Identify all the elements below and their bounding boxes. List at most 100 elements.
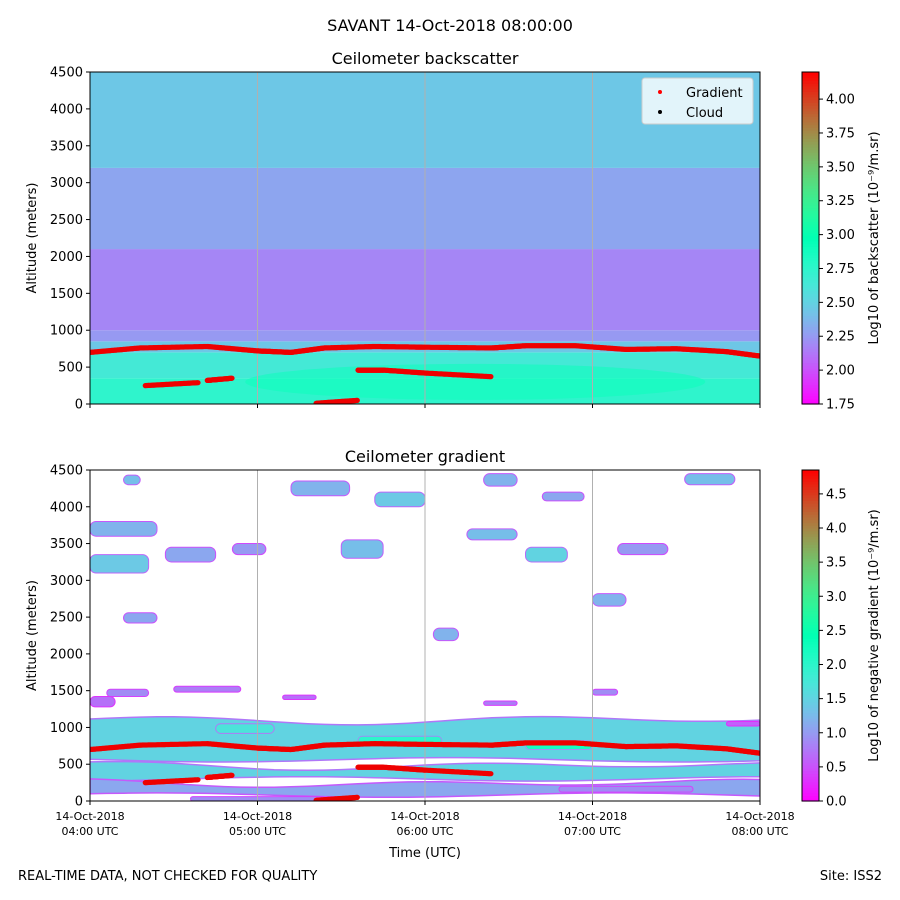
colorbar-step xyxy=(802,166,819,170)
colorbar-step xyxy=(802,251,819,256)
colorbar-step xyxy=(802,481,819,485)
colorbar-step xyxy=(802,102,819,106)
x-tick-label: 04:00 UTC xyxy=(61,825,118,838)
colorbar-step xyxy=(802,795,819,799)
colorbar-step xyxy=(802,77,819,81)
y-tick-label: 500 xyxy=(58,361,83,376)
colorbar-tick-label: 3.5 xyxy=(826,556,847,571)
colorbar-step xyxy=(802,726,819,730)
gradient-patch xyxy=(432,627,459,642)
colorbar-step xyxy=(802,552,819,557)
colorbar-step xyxy=(802,185,819,189)
colorbar-step xyxy=(802,743,819,747)
colorbar-step xyxy=(802,602,819,606)
colorbar-step xyxy=(802,737,819,741)
y-tick-label: 3500 xyxy=(50,537,83,552)
colorbar-step xyxy=(802,94,819,98)
y-tick-label: 3000 xyxy=(50,176,83,191)
y-tick-label: 2500 xyxy=(50,611,83,626)
gradient-band-edge-0 xyxy=(90,715,760,763)
colorbar-step xyxy=(802,343,819,347)
colorbar-step xyxy=(802,715,819,719)
colorbar-step xyxy=(802,690,819,695)
colorbar-step xyxy=(802,572,819,576)
colorbar-step xyxy=(802,265,819,270)
colorbar-step xyxy=(802,789,819,794)
gradient-plot-area xyxy=(90,470,760,801)
colorbar-step xyxy=(802,193,819,198)
colorbar-step xyxy=(802,541,819,546)
x-tick-label: 14-Oct-2018 xyxy=(725,810,794,823)
colorbar-step xyxy=(802,569,819,573)
colorbar-step xyxy=(802,754,819,758)
colorbar-step xyxy=(802,748,819,752)
gradient-band-edge-1 xyxy=(90,760,760,782)
x-axis-label: Time (UTC) xyxy=(388,846,461,861)
colorbar-step xyxy=(802,762,819,766)
gradient-point xyxy=(229,772,235,778)
colorbar-step xyxy=(802,701,819,706)
colorbar-step xyxy=(802,767,819,772)
colorbar-step xyxy=(802,226,819,231)
y-tick-label: 1500 xyxy=(50,684,83,699)
backscatter-bright-layer xyxy=(245,363,706,400)
colorbar-step xyxy=(802,787,819,791)
colorbar-step xyxy=(802,599,819,603)
colorbar-step xyxy=(802,392,819,397)
colorbar-step xyxy=(802,765,819,769)
colorbar-step xyxy=(802,784,819,788)
colorbar-step xyxy=(802,646,819,650)
colorbar-label: Log10 of backscatter (10⁻⁹/m.sr) xyxy=(867,131,882,344)
colorbar-step xyxy=(802,368,819,372)
colorbar-step xyxy=(802,384,819,388)
colorbar-step xyxy=(802,318,819,322)
y-tick-label: 0 xyxy=(75,795,83,810)
colorbar-step xyxy=(802,679,819,683)
colorbar-step xyxy=(802,356,819,361)
colorbar-step xyxy=(802,585,819,590)
backscatter-y-axis-label: Altitude (meters) xyxy=(25,183,40,294)
colorbar-step xyxy=(802,721,819,725)
legend: Gradient Cloud xyxy=(641,77,754,125)
colorbar-step xyxy=(802,643,819,648)
colorbar-tick-label: 3.50 xyxy=(826,160,855,175)
colorbar-step xyxy=(802,271,819,275)
gradient-patch xyxy=(466,528,518,541)
colorbar-step xyxy=(802,596,819,601)
colorbar-step xyxy=(802,745,819,750)
colorbar-step xyxy=(802,712,819,717)
quality-disclaimer: REAL-TIME DATA, NOT CHECKED FOR QUALITY xyxy=(18,869,318,884)
y-tick-label: 4000 xyxy=(50,102,83,117)
colorbar-step xyxy=(802,500,819,504)
colorbar-step xyxy=(802,577,819,581)
colorbar-step xyxy=(802,781,819,786)
colorbar-step xyxy=(802,149,819,153)
colorbar-step xyxy=(802,210,819,214)
colorbar-step xyxy=(802,649,819,653)
gradient-patch xyxy=(340,539,384,559)
colorbar-step xyxy=(802,395,819,400)
colorbar-step xyxy=(802,88,819,92)
y-tick-label: 4000 xyxy=(50,500,83,515)
colorbar-step xyxy=(802,470,819,474)
colorbar-step xyxy=(802,723,819,728)
colorbar-step xyxy=(802,519,819,524)
colorbar-step xyxy=(802,657,819,661)
colorbar-step xyxy=(802,472,819,477)
y-tick-label: 4500 xyxy=(50,66,83,81)
colorbar-step xyxy=(802,558,819,562)
colorbar-step xyxy=(802,348,819,353)
colorbar-step xyxy=(802,268,819,272)
colorbar-step xyxy=(802,616,819,620)
colorbar-tick-label: 3.75 xyxy=(826,126,855,141)
colorbar-tick-label: 1.75 xyxy=(826,398,855,413)
gradient-patch xyxy=(173,685,242,693)
colorbar-step xyxy=(802,390,819,394)
legend-entry: Cloud xyxy=(686,106,723,121)
colorbar-step xyxy=(802,262,819,267)
colorbar-step xyxy=(802,293,819,297)
gradient-patch xyxy=(525,546,568,563)
x-tick-label: 14-Oct-2018 xyxy=(390,810,459,823)
colorbar-step xyxy=(802,163,819,167)
colorbar-step xyxy=(802,143,819,148)
